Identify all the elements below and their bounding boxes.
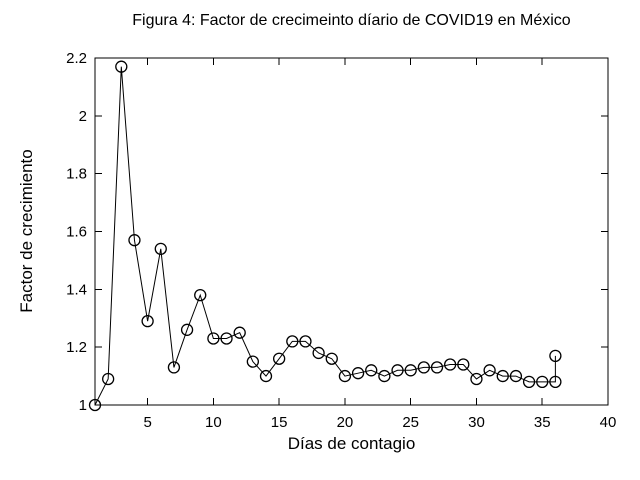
data-point-marker [378, 369, 391, 383]
data-point-marker [430, 361, 444, 374]
data-point-marker [299, 335, 312, 348]
data-point-marker [207, 332, 220, 345]
data-point-marker [522, 375, 536, 389]
data-point-marker [404, 364, 417, 377]
y-tick-label: 1.6 [66, 224, 87, 241]
y-tick-label: 2.2 [66, 50, 87, 67]
data-point-marker [417, 361, 430, 374]
data-point-marker [509, 369, 523, 383]
x-tick-label: 35 [534, 414, 551, 431]
data-point-marker [246, 355, 259, 368]
y-tick-label: 1.2 [66, 339, 87, 356]
x-tick-label: 30 [468, 414, 485, 431]
y-tick-label: 1.4 [66, 281, 87, 298]
x-tick-label: 40 [600, 414, 617, 431]
x-tick-label: 20 [337, 414, 354, 431]
x-tick-label: 5 [143, 414, 151, 431]
data-point-marker [391, 364, 404, 377]
x-axis-label: Días de contagio [287, 434, 416, 453]
data-point-marker [273, 352, 286, 365]
data-point-marker [115, 60, 128, 73]
data-point-marker [312, 346, 325, 360]
data-point-marker [483, 364, 496, 377]
data-point-marker [549, 375, 562, 389]
data-point-marker [259, 369, 273, 383]
data-point-marker [549, 349, 562, 362]
data-point-marker [325, 352, 338, 365]
x-tick-label: 25 [402, 414, 419, 431]
data-point-marker [154, 242, 167, 256]
y-tick-label: 1.8 [66, 166, 87, 183]
data-point-marker [457, 358, 470, 371]
data-point-marker [286, 335, 299, 348]
data-point-marker [194, 288, 207, 302]
data-point-marker [141, 314, 154, 328]
data-point-marker [233, 326, 246, 339]
data-point-marker [167, 361, 181, 374]
data-point-marker [365, 364, 378, 377]
x-tick-label: 10 [205, 414, 222, 431]
data-point-marker [536, 375, 549, 389]
data-point-marker [338, 369, 352, 383]
y-tick-label: 1 [79, 397, 87, 414]
data-point-marker [444, 358, 457, 371]
data-line [94, 66, 556, 406]
data-point-marker [220, 332, 233, 345]
data-point-marker [180, 323, 194, 336]
chart-title: Figura 4: Factor de crecimeinto díario d… [132, 12, 571, 29]
data-point-marker [470, 372, 483, 386]
data-point-marker [102, 372, 115, 386]
data-point-marker [128, 234, 141, 247]
x-tick-label: 15 [271, 414, 288, 431]
data-point-marker [88, 398, 102, 412]
data-point-marker [496, 369, 509, 383]
data-point-marker [351, 367, 365, 380]
y-tick-label: 2 [79, 108, 87, 125]
